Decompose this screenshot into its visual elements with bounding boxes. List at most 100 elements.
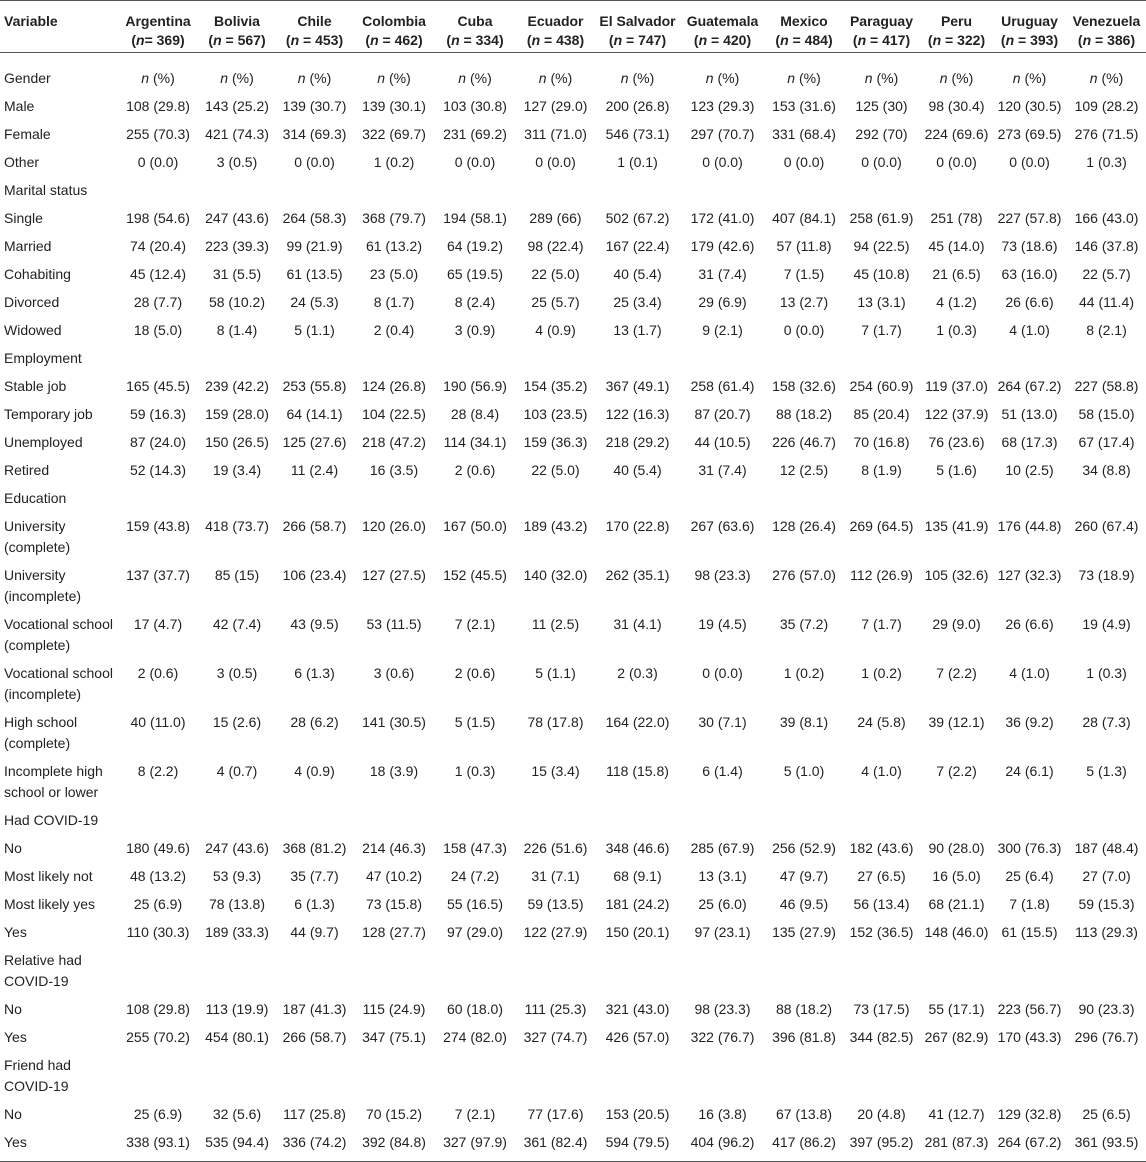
table-cell: 321 (43.0) — [605, 1001, 670, 1017]
table-cell — [198, 946, 276, 995]
column-header: Chile (n = 453) — [276, 0, 353, 53]
table-row: Friend had COVID-19 — [0, 1051, 1146, 1100]
table-cell: 25 (6.4) — [1005, 868, 1054, 884]
table-cell: 165 (45.5) — [126, 378, 190, 394]
table-cell: 0 (0.0) — [702, 665, 743, 681]
table-cell: 454 (80.1) — [205, 1029, 269, 1045]
table-cell — [842, 1051, 921, 1100]
table-cell: 179 (42.6) — [690, 238, 755, 254]
table-cell: 109 (28.2) — [1074, 98, 1139, 114]
table-cell — [992, 946, 1067, 995]
table-cell: 90 (28.0) — [928, 840, 985, 856]
table-cell — [276, 176, 353, 204]
table-cell: 256 (52.9) — [772, 840, 836, 856]
row-label: Had COVID-19 — [4, 812, 99, 828]
table-cell: 16 (3.8) — [698, 1106, 747, 1122]
table-cell: 269 (64.5) — [849, 518, 914, 534]
table-cell: 10 (2.5) — [1005, 462, 1054, 478]
table-cell: 35 (7.7) — [290, 868, 339, 884]
row-label: High school (complete) — [4, 714, 78, 751]
table-cell: 421 (74.3) — [205, 126, 269, 142]
table-cell: 22 (5.0) — [531, 266, 580, 282]
table-cell: 28 (6.2) — [290, 714, 339, 730]
sample-size: (n = 462) — [365, 32, 423, 48]
table-cell — [766, 806, 842, 834]
table-cell: 51 (13.0) — [1001, 406, 1058, 422]
table-cell: 40 (11.0) — [130, 714, 186, 730]
table-cell: 31 (4.1) — [613, 616, 662, 632]
table-cell — [842, 946, 921, 995]
row-label: Widowed — [4, 322, 62, 338]
table-cell: 45 (14.0) — [928, 238, 985, 254]
row-label: Most likely yes — [4, 896, 96, 912]
table-cell: 273 (69.5) — [997, 126, 1062, 142]
table-cell: 361 (82.4) — [515, 1128, 596, 1162]
sample-size: (n = 334) — [446, 32, 504, 48]
table-cell: 18 (5.0) — [133, 322, 183, 338]
table-cell: 150 (26.5) — [205, 434, 269, 450]
table-cell: 172 (41.0) — [690, 210, 755, 226]
table-cell: 6 (1.3) — [294, 896, 335, 912]
table-cell: 55 (16.5) — [446, 896, 504, 912]
table-cell — [596, 946, 679, 995]
table-cell — [435, 946, 515, 995]
table-cell: 24 (7.2) — [450, 868, 500, 884]
table-cell — [1067, 806, 1146, 834]
table-cell: 255 (70.3) — [126, 126, 190, 142]
column-header: Peru (n = 322) — [921, 0, 992, 53]
table-cell: n (%) — [705, 70, 740, 86]
table-cell: 150 (20.1) — [605, 924, 670, 940]
table-cell: 111 (25.3) — [524, 1001, 587, 1017]
row-label: Cohabiting — [4, 266, 71, 282]
table-cell: 5 (1.3) — [1086, 763, 1127, 779]
table-cell: 7 (2.2) — [936, 763, 977, 779]
table-cell: 128 (27.7) — [362, 924, 426, 940]
table-cell: 97 (23.1) — [694, 924, 751, 940]
column-header: Uruguay (n = 393) — [992, 0, 1067, 53]
table-cell: 87 (24.0) — [129, 434, 187, 450]
table-cell: 0 (0.0) — [702, 154, 743, 170]
table-cell — [435, 344, 515, 372]
table-cell: n (%) — [939, 70, 974, 86]
row-label: No — [4, 1001, 22, 1017]
row-label: Employment — [4, 350, 82, 366]
table-row: University (complete) 159 (43.8) 418 (73.7… — [0, 512, 1146, 561]
sample-size: (n = 386) — [1077, 32, 1136, 48]
table-cell: 6 (1.4) — [702, 763, 743, 779]
table-cell: 8 (2.2) — [137, 763, 179, 779]
table-cell: 8 (2.4) — [454, 294, 496, 310]
table-cell: 24 (5.3) — [290, 294, 339, 310]
table-cell: 137 (37.7) — [126, 567, 190, 583]
sample-size: (n= 369) — [131, 32, 185, 48]
table-cell: n (%) — [1012, 70, 1047, 86]
table-cell: 114 (34.1) — [443, 434, 507, 450]
table-row: Widowed 18 (5.0) 8 (1.4) 5 (1.1) 2 (0.4) 3 (0… — [0, 316, 1146, 344]
table-cell: 58 (15.0) — [1078, 406, 1135, 422]
table-cell — [992, 806, 1067, 834]
table-cell — [921, 176, 992, 204]
table-row: Vocational school (complete) 17 (4.7) 42 (… — [0, 610, 1146, 659]
table-cell — [921, 806, 992, 834]
row-label: Vocational school (complete) — [4, 616, 113, 653]
table-cell — [118, 344, 198, 372]
table-cell — [842, 176, 921, 204]
table-cell: 90 (23.3) — [1078, 1001, 1135, 1017]
table-cell: 254 (60.9) — [849, 378, 914, 394]
table-cell — [435, 806, 515, 834]
table-row: Divorced 28 (7.7) 58 (10.2) 24 (5.3) 8 (1.7)… — [0, 288, 1146, 316]
table-cell: 251 (78) — [930, 210, 983, 226]
table-row: No 25 (6.9) 32 (5.6) 117 (25.8) 70 (15.2) 7 (… — [0, 1100, 1146, 1128]
table-cell: 167 (22.4) — [605, 238, 670, 254]
table-cell: 11 (2.4) — [290, 462, 339, 478]
table-cell: 223 (56.7) — [997, 1001, 1062, 1017]
column-header: Bolivia (n = 567) — [198, 0, 276, 53]
row-label: Education — [4, 490, 67, 506]
table-cell: 64 (19.2) — [446, 238, 504, 254]
table-cell: n (%) — [297, 70, 332, 86]
row-label: Most likely not — [4, 868, 93, 884]
table-row: Had COVID-19 — [0, 806, 1146, 834]
table-cell: n (%) — [864, 70, 899, 86]
table-row: Education — [0, 484, 1146, 512]
country-name: Bolivia — [214, 13, 260, 29]
